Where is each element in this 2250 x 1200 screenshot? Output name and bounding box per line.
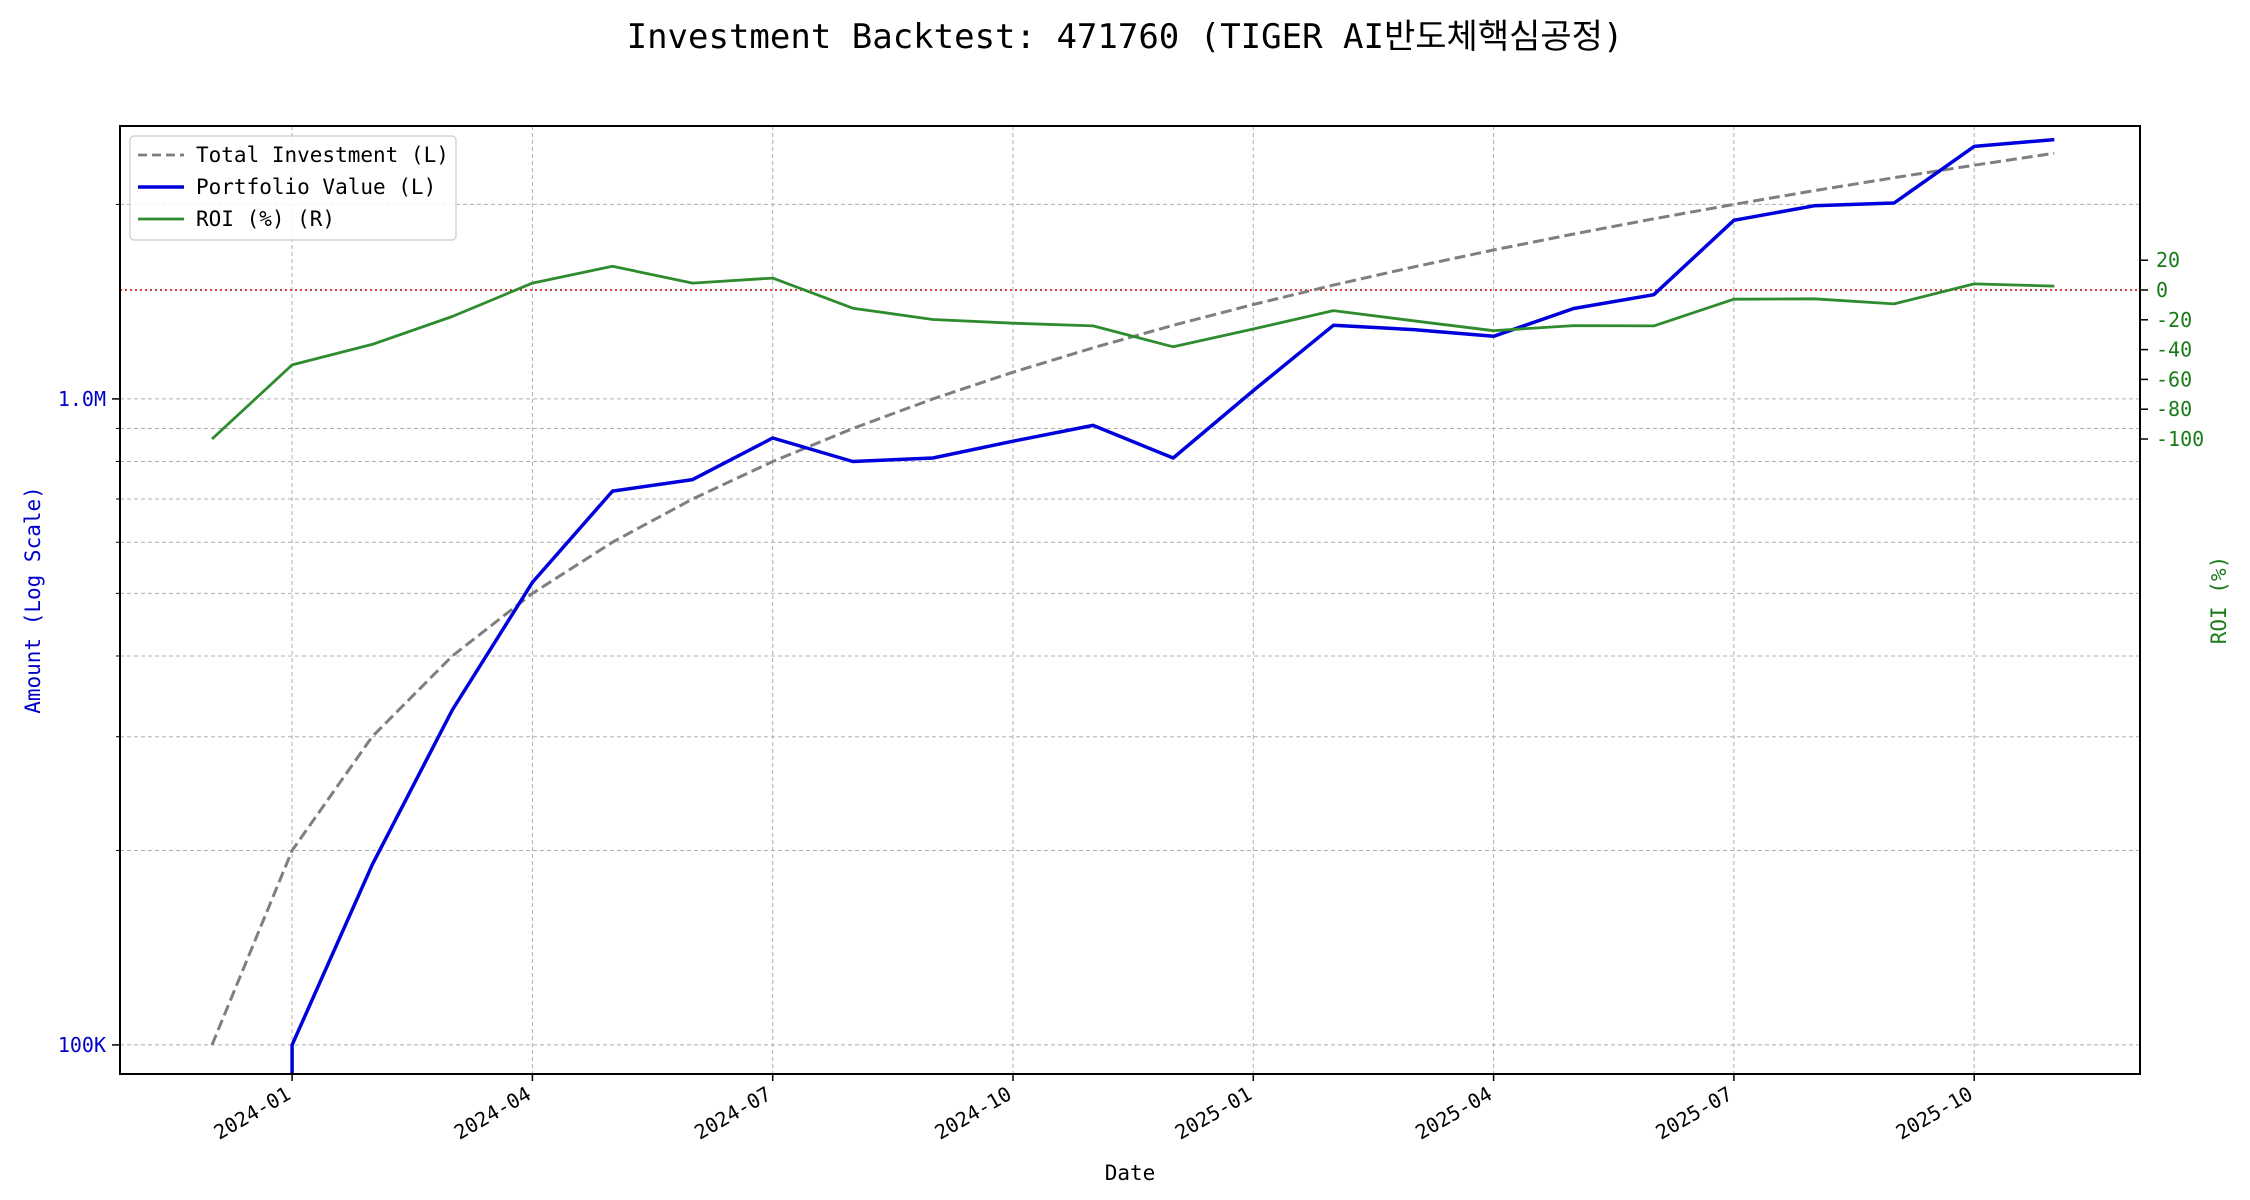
- grid: [120, 126, 2140, 1074]
- plot-frame: [119, 125, 2141, 1075]
- left-axis-label: Amount (Log Scale): [21, 486, 45, 714]
- x-axis-label: Date: [1105, 1161, 1156, 1185]
- right-tick-label: 20: [2156, 248, 2180, 272]
- x-tick-label: 2024-04: [450, 1082, 535, 1145]
- right-tick-label: 0: [2156, 278, 2168, 302]
- x-tick-label: 2025-04: [1411, 1082, 1496, 1145]
- series-line-portfolio-value: [290, 137, 2055, 1074]
- chart-title: Investment Backtest: 471760 (TIGER AI반도체…: [627, 17, 1624, 57]
- left-axis-ticks: 100K 1.0M: [58, 203, 120, 1057]
- left-tick-label: 100K: [58, 1033, 106, 1057]
- right-tick-label: -80: [2156, 397, 2192, 421]
- x-tick-label: 2025-07: [1651, 1082, 1736, 1145]
- x-tick-label: 2025-10: [1892, 1082, 1977, 1145]
- right-axis-label: ROI (%): [2207, 556, 2231, 645]
- right-tick-label: -40: [2156, 338, 2192, 362]
- legend-label: ROI (%) (R): [196, 207, 335, 231]
- left-tick-label: 1.0M: [58, 387, 106, 411]
- x-tick-label: 2025-01: [1171, 1082, 1256, 1145]
- legend: Total Investment (L) Portfolio Value (L) R…: [129, 135, 457, 241]
- series-lines: [120, 137, 2140, 1074]
- legend-box: [129, 135, 457, 241]
- right-tick-label: -100: [2156, 427, 2204, 451]
- series-line-roi: [211, 264, 2055, 441]
- x-tick-label: 2024-01: [210, 1082, 295, 1145]
- x-axis-ticks: 2024-01 2024-04 2024-07 2024-10 2025-01 2025-…: [210, 1074, 1977, 1144]
- x-tick-label: 2024-10: [930, 1082, 1015, 1145]
- x-tick-label: 2024-07: [690, 1082, 775, 1145]
- right-axis-ticks: 20 0 -20 -40 -60 -80 -100: [2140, 248, 2204, 451]
- right-tick-label: -20: [2156, 308, 2192, 332]
- series-line-total-investment: [210, 151, 2055, 1046]
- legend-label: Portfolio Value (L): [196, 175, 436, 199]
- legend-label: Total Investment (L): [196, 143, 449, 167]
- right-tick-label: -60: [2156, 367, 2192, 391]
